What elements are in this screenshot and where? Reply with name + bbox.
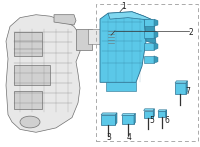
Text: 5: 5: [150, 116, 154, 125]
Text: 6: 6: [165, 116, 169, 125]
Polygon shape: [122, 113, 135, 115]
FancyBboxPatch shape: [14, 32, 42, 56]
Polygon shape: [154, 56, 158, 63]
Polygon shape: [158, 110, 167, 111]
Text: 4: 4: [127, 133, 131, 142]
Polygon shape: [144, 109, 154, 111]
Polygon shape: [134, 113, 135, 124]
FancyBboxPatch shape: [175, 83, 186, 94]
FancyBboxPatch shape: [88, 29, 108, 44]
Polygon shape: [154, 43, 158, 50]
FancyBboxPatch shape: [144, 56, 154, 63]
Polygon shape: [106, 82, 136, 91]
FancyBboxPatch shape: [158, 111, 166, 117]
Text: 7: 7: [186, 87, 190, 96]
FancyBboxPatch shape: [14, 65, 50, 85]
Polygon shape: [175, 81, 187, 83]
Polygon shape: [54, 15, 76, 25]
Ellipse shape: [20, 116, 40, 128]
Polygon shape: [154, 31, 158, 38]
Polygon shape: [153, 109, 154, 118]
FancyBboxPatch shape: [76, 29, 92, 50]
Polygon shape: [6, 15, 80, 132]
Polygon shape: [144, 16, 156, 44]
Text: 3: 3: [107, 133, 111, 142]
FancyBboxPatch shape: [122, 115, 134, 124]
FancyBboxPatch shape: [144, 31, 154, 38]
FancyBboxPatch shape: [144, 43, 154, 50]
Polygon shape: [100, 12, 146, 82]
FancyBboxPatch shape: [101, 115, 115, 125]
FancyBboxPatch shape: [144, 19, 154, 26]
Text: 2: 2: [189, 28, 193, 37]
Polygon shape: [115, 113, 117, 125]
Polygon shape: [154, 19, 158, 26]
Text: 1: 1: [121, 2, 126, 11]
FancyBboxPatch shape: [14, 91, 42, 109]
Polygon shape: [108, 12, 154, 21]
FancyBboxPatch shape: [144, 111, 153, 118]
Polygon shape: [186, 81, 187, 94]
Polygon shape: [166, 110, 167, 117]
Polygon shape: [101, 113, 117, 115]
